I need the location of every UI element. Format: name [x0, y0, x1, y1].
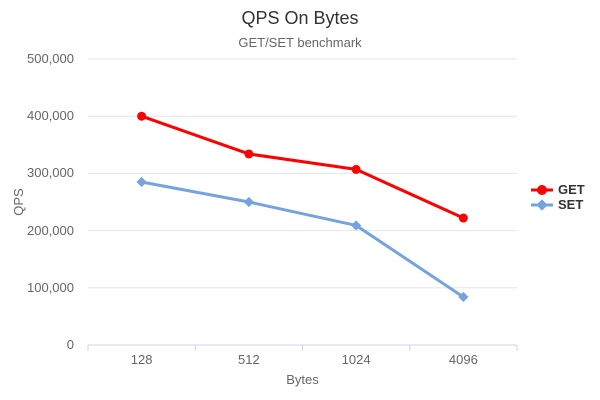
legend-label-set: SET [558, 197, 584, 212]
get-data-point-marker[interactable] [137, 111, 147, 121]
y-tick-label: 300,000 [27, 165, 74, 181]
set-data-point-marker[interactable] [351, 220, 362, 231]
set-data-point-marker[interactable] [243, 196, 254, 208]
set-data-point-marker[interactable] [458, 291, 469, 303]
legend: GET SET [531, 183, 585, 212]
x-tick-label: 512 [238, 352, 260, 367]
y-axis-title: QPS [11, 188, 26, 216]
x-tick-label: 4096 [448, 352, 478, 367]
legend-label-get: GET [558, 182, 585, 197]
y-tick-label: 0 [66, 337, 74, 352]
set-series-legend-marker-icon [531, 199, 553, 211]
x-tick-label: 128 [130, 352, 153, 367]
legend-item-set[interactable]: SET [531, 198, 585, 212]
get-series-legend-marker-icon [531, 185, 553, 195]
legend-item-get[interactable]: GET [531, 183, 585, 197]
get-data-point-marker[interactable] [244, 149, 254, 159]
get-series-line [140, 114, 465, 220]
x-tick-label: 1024 [341, 352, 371, 367]
y-tick-label: 500,000 [27, 51, 74, 66]
chart-subtitle: GET/SET benchmark [238, 35, 362, 50]
y-tick-label: 200,000 [27, 222, 74, 238]
get-data-point-marker[interactable] [458, 213, 468, 223]
get-data-point-marker[interactable] [351, 164, 361, 174]
x-axis-title: Bytes [286, 372, 319, 387]
chart-title: QPS On Bytes [241, 8, 359, 28]
set-data-point-marker[interactable] [136, 176, 147, 188]
y-tick-label: 100,000 [27, 279, 74, 295]
y-tick-label: 400,000 [27, 108, 74, 124]
set-series-line [140, 180, 465, 299]
